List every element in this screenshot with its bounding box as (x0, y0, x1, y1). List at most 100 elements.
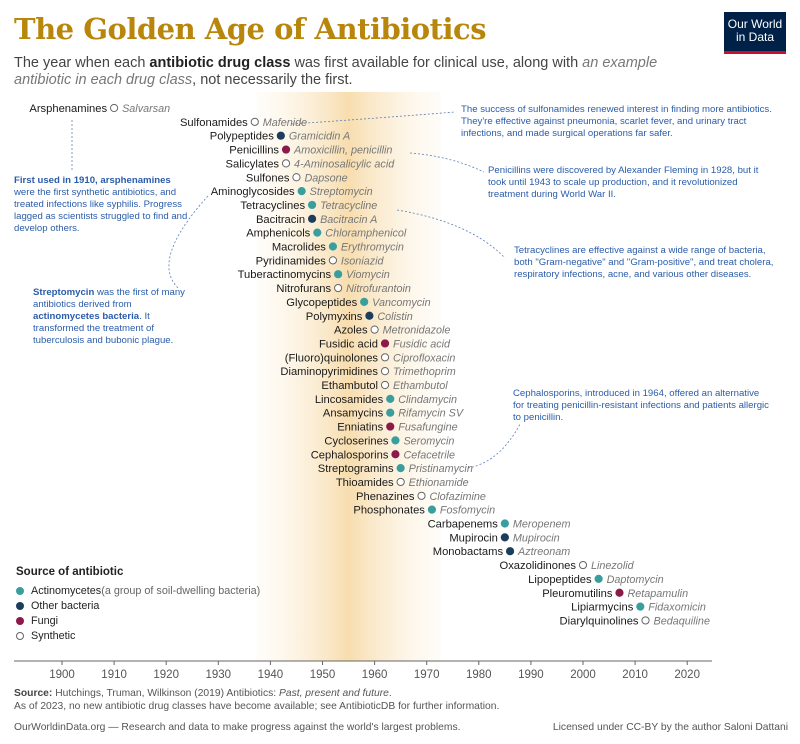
point-cephalosporins (391, 450, 400, 459)
footer-site: OurWorldinData.org — Research and data t… (14, 722, 461, 733)
example-label: Ethambutol (393, 380, 448, 392)
class-label: Cephalosporins (311, 449, 389, 461)
example-label: Seromycin (403, 435, 454, 447)
example-label: Aztreonam (517, 546, 570, 558)
example-label: Daptomycin (607, 574, 664, 586)
example-label: Ethionamide (409, 477, 469, 489)
point-lipopeptides (594, 574, 603, 584)
class-label: Diarylquinolines (560, 615, 639, 627)
example-label: Dapsone (304, 172, 347, 184)
class-label: Carbapenems (428, 519, 499, 531)
point-azoles (370, 325, 379, 334)
x-tick-label: 1920 (153, 669, 179, 681)
annotation-streptomycin: Streptomycin was the first of many antib… (33, 287, 185, 346)
legend-dot-other-bacteria (16, 601, 24, 610)
x-tick-label: 2020 (674, 669, 700, 681)
footer-license: Licensed under CC-BY by the author Salon… (552, 722, 788, 733)
point-enniatins (386, 422, 395, 431)
owid-logo[interactable]: Our World in Data (724, 12, 786, 54)
point-fluoro-quinolones (380, 353, 390, 362)
example-label: Gramicidin A (289, 131, 350, 143)
x-tick-label: 1900 (49, 669, 75, 681)
point-nitrofurans (334, 283, 343, 293)
class-label: Pyridinamides (256, 255, 327, 267)
license-link[interactable]: CC-BY (626, 722, 659, 733)
annotation-sulfonamides: The success of sulfonamides renewed inte… (461, 104, 772, 139)
example-label: Chloramphenicol (325, 228, 407, 240)
class-label: Arsphenamines (29, 103, 107, 115)
example-label: Fosfomycin (440, 505, 495, 517)
example-label: Mafenide (263, 117, 307, 129)
class-label: Penicillins (229, 145, 279, 157)
point-fusidic-acid (380, 339, 390, 348)
point-arsphenamines (110, 103, 119, 113)
point-mupirocin (500, 533, 509, 542)
example-label: Pristinamycin (409, 463, 473, 475)
class-label: Tetracyclines (240, 200, 305, 212)
class-label: Phenazines (356, 491, 415, 503)
connector-penicillins (409, 152, 485, 173)
example-label: Nitrofurantoin (346, 283, 411, 295)
point-sulfonamides (250, 117, 259, 126)
point-polypeptides (276, 131, 285, 140)
class-label: Mupirocin (449, 532, 498, 544)
class-label: Enniatins (337, 422, 383, 434)
example-label: Mupirocin (513, 532, 560, 544)
example-label: Metronidazole (383, 325, 451, 337)
point-tuberactinomycins (334, 270, 343, 279)
legend-item-other-bacteria: Other bacteria (16, 598, 260, 613)
point-lipiarmycins (636, 602, 645, 611)
point-monobactams (505, 547, 515, 556)
chart-subtitle: The year when each antibiotic drug class… (14, 55, 658, 88)
x-tick-label: 1940 (258, 669, 284, 681)
point-macrolides (328, 242, 338, 251)
class-label: Oxazolidinones (500, 560, 577, 572)
class-label: Glycopeptides (286, 297, 357, 309)
point-carbapenems (500, 519, 509, 528)
point-aminoglycosides (297, 187, 306, 196)
class-label: Lipiarmycins (571, 602, 634, 614)
example-label: Bacitracin A (320, 214, 377, 226)
chart-title: The Golden Age of Antibiotics (14, 12, 487, 46)
class-label: Lipopeptides (528, 574, 592, 586)
example-label: Salvarsan (122, 103, 170, 115)
connector-tetracyclines (396, 209, 506, 259)
point-cycloserines (391, 436, 400, 445)
legend-item-synthetic: Synthetic (16, 628, 260, 643)
class-label: Aminoglycosides (211, 186, 295, 198)
class-label: Bacitracin (256, 214, 305, 226)
example-label: Erythromycin (341, 242, 404, 254)
example-label: Isoniazid (341, 255, 385, 267)
class-label: Phosphonates (353, 505, 425, 517)
point-oxazolidinones (578, 560, 588, 570)
class-label: Diaminopyrimidines (280, 366, 378, 378)
legend-item-fungi: Fungi (16, 613, 260, 628)
class-label: Monobactams (433, 546, 504, 558)
point-phenazines (417, 491, 426, 500)
example-label: 4-Aminosalicylic acid (294, 158, 395, 170)
legend-title: Source of antibiotic (16, 566, 124, 578)
class-label: Polypeptides (210, 131, 274, 143)
class-label: Nitrofurans (276, 283, 331, 295)
point-bacitracin (307, 214, 317, 223)
class-label: Streptogramins (318, 463, 394, 475)
point-pleuromutilins (615, 588, 624, 597)
point-amphenicols (313, 228, 322, 237)
class-label: Sulfonamides (180, 117, 248, 129)
point-streptogramins (396, 464, 405, 473)
class-label: Ethambutol (321, 380, 378, 392)
class-label: Sulfones (246, 172, 290, 184)
example-label: Rifamycin SV (398, 408, 465, 420)
class-label: Pleuromutilins (542, 588, 613, 600)
example-label: Linezolid (591, 560, 635, 572)
site-link[interactable]: OurWorldinData.org (14, 722, 106, 733)
example-label: Fusidic acid (393, 338, 451, 350)
legend-item-actinomycetes: Actinomycetes (a group of soil-dwelling … (16, 583, 260, 598)
class-label: Polymyxins (306, 311, 363, 323)
example-label: Amoxicillin, penicillin (293, 145, 392, 157)
x-tick-label: 1970 (414, 669, 440, 681)
example-label: Bedaquiline (654, 615, 710, 627)
class-label: Macrolides (272, 242, 326, 254)
connector-sulfonamides (291, 111, 456, 125)
